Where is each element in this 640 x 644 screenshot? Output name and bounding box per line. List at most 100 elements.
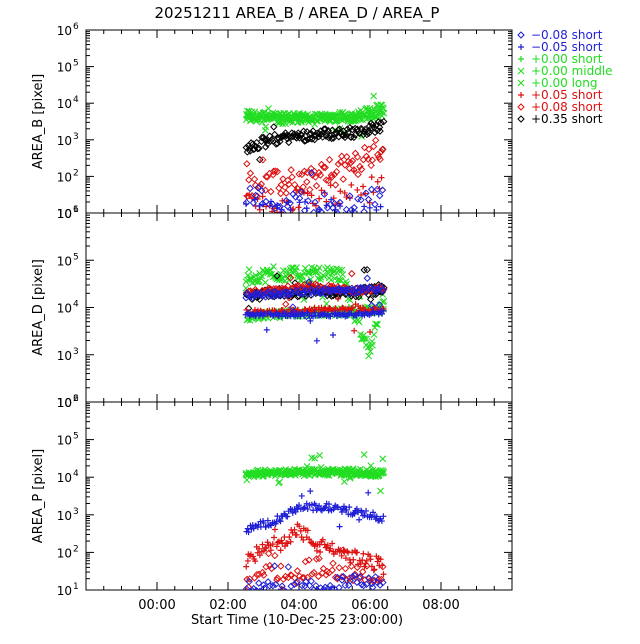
- data-point: [341, 503, 348, 510]
- data-point: [374, 321, 381, 328]
- data-point: [352, 311, 359, 318]
- data-point: [363, 274, 372, 282]
- y-tick-exponent: 4: [73, 469, 79, 479]
- data-point: [277, 547, 284, 554]
- data-point: [272, 291, 281, 300]
- data-point: [312, 581, 320, 590]
- data-point: [314, 284, 322, 293]
- data-point: [339, 572, 348, 581]
- data-point: [274, 539, 281, 546]
- data-point: [326, 266, 334, 273]
- data-point: [282, 120, 289, 128]
- data-point: [341, 189, 348, 196]
- data-point: [258, 568, 267, 577]
- data-point: [257, 180, 266, 188]
- data-point: [285, 199, 292, 206]
- data-point: [294, 505, 301, 512]
- data-point: [379, 285, 387, 294]
- data-point: [257, 592, 263, 598]
- data-point: [357, 165, 366, 174]
- data-point: [264, 136, 272, 145]
- data-point: [269, 208, 276, 213]
- data-point: [298, 134, 307, 142]
- data-point: [259, 541, 266, 548]
- data-point: [295, 204, 302, 211]
- data-point: [340, 131, 348, 140]
- data-point: [246, 184, 254, 193]
- data-point: [336, 158, 345, 166]
- legend-marker: [517, 31, 525, 39]
- data-point: [364, 574, 373, 582]
- data-point: [370, 92, 378, 100]
- data-point: [278, 208, 287, 213]
- data-point: [346, 504, 353, 511]
- data-point: [270, 130, 279, 139]
- data-point: [353, 549, 360, 556]
- y-tick-exponent: 5: [73, 432, 79, 442]
- series-6: [243, 546, 387, 605]
- y-axis-label: AREA_B [pixel]: [31, 74, 46, 170]
- data-point: [271, 526, 278, 533]
- data-point: [273, 543, 280, 550]
- data-point: [314, 505, 321, 512]
- data-point: [307, 169, 316, 177]
- data-point: [316, 541, 323, 548]
- data-point: [307, 275, 315, 283]
- series-1: [243, 488, 387, 536]
- y-tick-exponent: 2: [73, 544, 79, 554]
- series-4: [242, 451, 387, 495]
- y-tick-label: 10: [57, 349, 72, 363]
- data-point: [370, 509, 377, 516]
- x-tick-label: 06:00: [351, 598, 388, 613]
- legend-label: −0.08 short: [531, 28, 603, 42]
- data-point: [367, 348, 374, 355]
- data-point: [285, 180, 293, 188]
- data-point: [324, 542, 331, 549]
- data-point: [271, 167, 280, 175]
- data-point: [316, 171, 325, 179]
- y-tick-label: 10: [57, 170, 72, 184]
- data-point: [269, 581, 277, 590]
- data-point: [380, 117, 388, 126]
- legend: −0.08 short−0.05 short+0.00 short+0.00 m…: [517, 28, 613, 126]
- data-point: [306, 536, 313, 543]
- x-tick-label: 02:00: [209, 598, 246, 613]
- data-point: [380, 571, 387, 578]
- data-point: [242, 585, 251, 590]
- data-point: [325, 156, 334, 164]
- data-point: [277, 189, 285, 198]
- y-tick-exponent: 3: [73, 347, 79, 357]
- data-point: [357, 560, 364, 567]
- data-point: [297, 188, 305, 196]
- data-point: [250, 175, 259, 183]
- data-point: [350, 167, 357, 174]
- series-0: [242, 562, 387, 590]
- data-point: [264, 539, 271, 546]
- data-point: [356, 573, 364, 581]
- data-point: [289, 529, 296, 536]
- data-point: [245, 266, 253, 273]
- x-axis-label: Start Time (10-Dec-25 23:00:00): [191, 613, 403, 628]
- data-point: [328, 173, 336, 181]
- data-point: [364, 285, 373, 293]
- y-tick-label: 10: [57, 24, 72, 38]
- data-point: [375, 191, 384, 200]
- x-tick-label: 00:00: [138, 598, 175, 613]
- data-point: [273, 139, 282, 148]
- y-tick-label: 10: [57, 61, 72, 75]
- data-point: [288, 173, 296, 181]
- y-tick-exponent: 6: [73, 394, 79, 404]
- data-point: [273, 167, 282, 176]
- data-point: [256, 552, 263, 559]
- data-point: [377, 575, 386, 584]
- data-point: [375, 153, 383, 161]
- data-point: [377, 147, 385, 156]
- data-point: [320, 125, 328, 133]
- legend-label: +0.00 short: [531, 52, 603, 66]
- data-point: [338, 152, 346, 160]
- data-point: [249, 599, 255, 605]
- data-point: [279, 197, 286, 204]
- data-point: [298, 272, 306, 280]
- data-point: [376, 127, 384, 135]
